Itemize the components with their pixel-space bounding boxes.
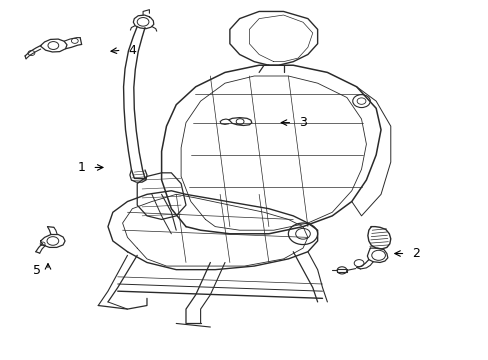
Text: 5: 5: [33, 264, 41, 277]
Text: 3: 3: [299, 116, 306, 129]
Text: 2: 2: [411, 247, 419, 260]
Text: 4: 4: [128, 44, 136, 57]
Text: 1: 1: [78, 161, 85, 174]
